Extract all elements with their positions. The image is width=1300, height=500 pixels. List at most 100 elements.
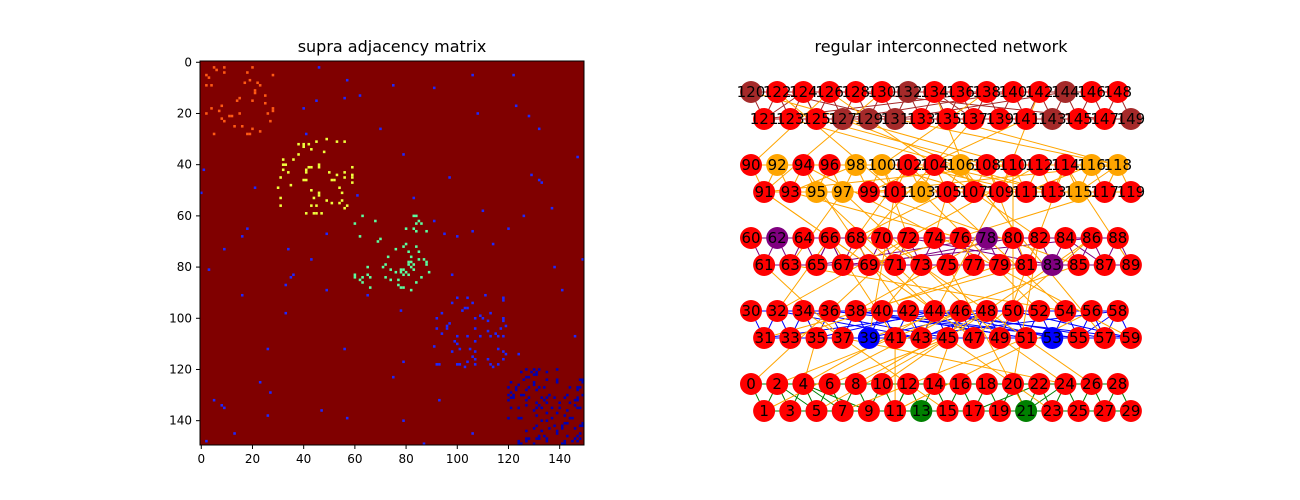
heatmap-cell	[558, 406, 561, 410]
heatmap-cell	[374, 219, 377, 223]
network-edge	[855, 91, 1105, 120]
heatmap-cell	[302, 107, 305, 110]
y-tick-label: 140	[169, 414, 192, 428]
heatmap-cell	[417, 219, 421, 223]
heatmap-cell	[420, 222, 423, 225]
heatmap-cell	[463, 365, 467, 369]
network-node: 82	[1028, 227, 1051, 249]
network-node: 37	[831, 327, 854, 349]
heatmap-cell	[517, 406, 520, 410]
node-label: 15	[938, 402, 957, 420]
heatmap-cell	[481, 209, 485, 213]
heatmap-cell	[555, 378, 559, 381]
heatmap-cell	[304, 178, 308, 182]
network-edge	[986, 164, 1027, 266]
heatmap-cell	[466, 296, 469, 300]
network-edge	[894, 118, 1118, 166]
node-label: 20	[1003, 375, 1022, 393]
node-label: 49	[990, 329, 1009, 347]
network-node: 24	[1054, 373, 1077, 395]
network-node: 64	[792, 227, 815, 249]
heatmap-cell	[325, 199, 328, 202]
network-node: 25	[1067, 400, 1090, 422]
node-label: 74	[925, 229, 944, 247]
node-label: 39	[859, 329, 878, 347]
network-node: 138	[972, 81, 1001, 103]
network-node: 63	[779, 254, 802, 276]
network-node: 94	[792, 154, 815, 176]
heatmap-cell	[264, 94, 267, 97]
network-node: 20	[1002, 373, 1024, 395]
heatmap-cell	[427, 270, 431, 274]
node-label: 7	[838, 402, 848, 420]
heatmap-cell	[233, 125, 236, 128]
heatmap-cell	[555, 411, 559, 415]
heatmap-cell	[450, 350, 454, 353]
node-label: 100	[868, 156, 897, 174]
node-label: 103	[907, 183, 936, 201]
network-node: 149	[1117, 108, 1145, 130]
heatmap-cell	[361, 214, 364, 218]
heatmap-cell	[289, 276, 293, 279]
node-label: 139	[986, 110, 1015, 128]
heatmap-cell	[220, 104, 224, 108]
node-label: 141	[1012, 110, 1041, 128]
heatmap-cell	[210, 84, 213, 87]
node-label: 30	[741, 302, 760, 320]
heatmap-cell	[545, 396, 549, 399]
heatmap-cell	[317, 191, 321, 195]
network-node: 57	[1093, 327, 1116, 349]
node-circle	[1119, 181, 1142, 203]
heatmap-cell	[358, 235, 362, 238]
heatmap-cell	[240, 293, 244, 297]
heatmap-cell	[535, 401, 538, 405]
heatmap-cell	[397, 283, 400, 287]
heatmap-cell	[307, 165, 311, 169]
heatmap-cell	[509, 391, 513, 394]
heatmap-cell	[415, 245, 418, 248]
heatmap-cell	[545, 437, 549, 440]
network-edge	[842, 337, 1066, 385]
network-edge	[763, 310, 961, 412]
heatmap-cell	[432, 345, 436, 348]
heatmap-cell	[573, 404, 577, 407]
node-label: 101	[881, 183, 910, 201]
node-circle	[766, 373, 789, 395]
node-label: 125	[802, 110, 831, 128]
heatmap-cell	[407, 250, 410, 253]
heatmap-cell	[550, 206, 554, 210]
heatmap-cell	[351, 173, 354, 177]
heatmap-cell	[545, 439, 549, 443]
node-label: 8	[851, 375, 861, 393]
node-label: 41	[886, 329, 905, 347]
node-circle	[792, 373, 815, 395]
heatmap-cell	[578, 406, 582, 410]
heatmap-cell	[527, 396, 531, 399]
heatmap-cell	[246, 71, 249, 74]
heatmap-cell	[456, 334, 459, 338]
node-circle	[975, 154, 998, 176]
heatmap-cell	[581, 378, 584, 381]
heatmap-cell	[563, 442, 567, 445]
heatmap-cell	[543, 398, 546, 402]
node-circle	[949, 227, 972, 249]
heatmap-cell	[425, 229, 428, 233]
network-node: 42	[897, 300, 920, 322]
network-node: 120	[737, 81, 765, 103]
node-label: 61	[755, 256, 774, 274]
heatmap-cell	[491, 365, 495, 369]
network-node: 48	[975, 300, 998, 322]
heatmap-cell	[489, 363, 492, 366]
network-node: 71	[884, 254, 907, 276]
heatmap-cell	[504, 352, 508, 356]
heatmap-cell	[555, 368, 559, 371]
node-circle	[1002, 81, 1024, 103]
node-label: 67	[833, 256, 852, 274]
heatmap-cell	[407, 263, 410, 266]
heatmap-cell	[453, 340, 456, 343]
heatmap-cell	[269, 391, 272, 394]
network-node: 100	[868, 154, 897, 176]
node-circle	[805, 327, 828, 349]
node-circle	[1080, 81, 1103, 103]
heatmap-cell	[486, 319, 490, 323]
